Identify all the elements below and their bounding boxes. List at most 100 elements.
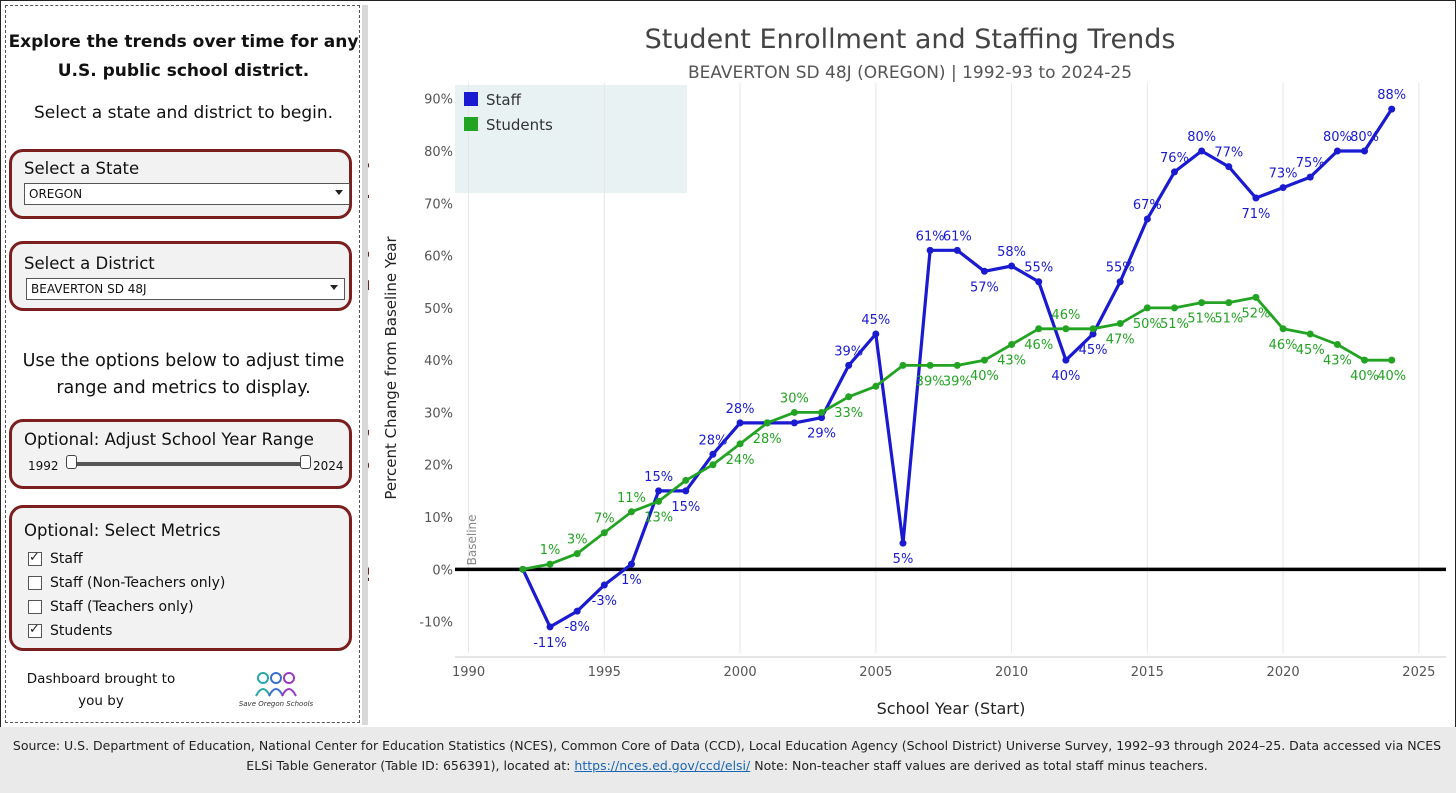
chevron-down-icon — [335, 190, 343, 195]
data-label-staff: -3% — [592, 594, 617, 609]
point-staff — [1306, 173, 1314, 181]
data-label-students: 11% — [617, 491, 646, 506]
point-staff — [872, 330, 880, 338]
data-label-students: 7% — [594, 512, 615, 527]
data-label-students: 24% — [726, 453, 755, 468]
point-students — [1143, 304, 1151, 312]
district-select[interactable]: BEAVERTON SD 48J — [26, 278, 345, 300]
legend-swatch-staff — [464, 92, 478, 106]
options-instruction: Use the options below to adjust time ran… — [22, 351, 345, 398]
point-students — [1388, 356, 1396, 364]
data-label-students: 28% — [753, 432, 782, 447]
y-tick-label: 30% — [424, 406, 453, 421]
data-label-staff: -8% — [565, 620, 590, 635]
point-staff — [1116, 278, 1124, 286]
point-staff — [953, 246, 961, 254]
svg-text:Save Oregon Schools: Save Oregon Schools — [239, 700, 314, 708]
point-students — [1333, 340, 1341, 348]
source-footer: Source: U.S. Department of Education, Na… — [0, 727, 1456, 793]
baseline-label: Baseline — [465, 514, 479, 565]
range-min-handle[interactable] — [66, 455, 77, 469]
data-label-staff: 45% — [1079, 343, 1108, 358]
data-label-staff: 88% — [1377, 88, 1406, 103]
point-staff — [546, 623, 554, 631]
y-axis-title: Percent Change from Baseline Year — [382, 236, 400, 500]
data-label-staff: 1% — [621, 573, 642, 588]
data-label-students: 40% — [1377, 369, 1406, 384]
point-students — [1252, 293, 1260, 301]
point-students — [1089, 325, 1097, 333]
x-axis-title: School Year (Start) — [877, 699, 1026, 718]
legend-label-students: Students — [486, 116, 553, 134]
point-staff — [1062, 356, 1070, 364]
point-staff — [655, 487, 663, 495]
point-staff — [1225, 163, 1233, 171]
x-tick-label: 1995 — [588, 665, 621, 680]
metrics-box: Optional: Select Metrics ✓ Staff Staff (N… — [9, 505, 352, 651]
data-label-staff: 15% — [644, 470, 673, 485]
point-students — [736, 440, 744, 448]
point-staff — [818, 414, 826, 422]
point-staff — [600, 581, 608, 589]
data-label-staff: 61% — [943, 229, 972, 244]
source-text: Source: U.S. Department of Education, Na… — [12, 738, 1442, 753]
data-label-students: 51% — [1160, 317, 1189, 332]
point-staff — [709, 450, 717, 458]
point-staff — [899, 539, 907, 547]
y-tick-label: 10% — [424, 511, 453, 526]
checkbox[interactable] — [28, 600, 42, 614]
point-students — [682, 476, 690, 484]
point-staff — [736, 419, 744, 427]
checkbox[interactable]: ✓ — [28, 550, 42, 566]
data-label-staff: 29% — [807, 427, 836, 442]
data-label-students: 51% — [1187, 312, 1216, 327]
point-students — [790, 408, 798, 416]
data-label-staff: 55% — [1024, 261, 1053, 276]
control-sidebar: Explore the trends over time for any U.S… — [5, 5, 360, 723]
x-tick-label: 2005 — [859, 665, 892, 680]
year-range-box: Optional: Adjust School Year Range 1992 … — [9, 419, 352, 489]
state-filter-box: Select a State OREGON — [9, 149, 352, 219]
data-label-staff: 80% — [1187, 130, 1216, 145]
point-students — [1279, 325, 1287, 333]
point-staff — [1143, 215, 1151, 223]
y-tick-label: 90% — [424, 93, 453, 108]
data-label-staff: 58% — [997, 245, 1026, 260]
data-label-students: 3% — [567, 533, 588, 548]
checkbox[interactable]: ✓ — [28, 622, 42, 638]
data-label-students: 39% — [943, 374, 972, 389]
data-label-students: 51% — [1214, 312, 1243, 327]
point-students — [872, 382, 880, 390]
data-label-staff: 28% — [698, 433, 727, 448]
point-staff — [1198, 147, 1206, 155]
district-filter-box: Select a District BEAVERTON SD 48J — [9, 241, 352, 311]
state-select[interactable]: OREGON — [24, 183, 350, 205]
range-max-handle[interactable] — [300, 455, 311, 469]
point-staff — [1170, 168, 1178, 176]
legend-background — [455, 85, 687, 193]
data-label-students: 43% — [997, 353, 1026, 368]
metric-staff-checkbox[interactable]: ✓ Staff — [28, 550, 83, 567]
data-label-staff: 75% — [1296, 156, 1325, 171]
metric-teachers-checkbox[interactable]: Staff (Teachers only) — [28, 599, 194, 615]
data-label-students: 40% — [1350, 369, 1379, 384]
data-label-students: 46% — [1051, 308, 1080, 323]
year-range-title: Optional: Adjust School Year Range — [24, 430, 314, 449]
checkbox[interactable] — [28, 576, 42, 590]
year-range-slider[interactable] — [74, 462, 308, 466]
data-label-staff: 40% — [1051, 369, 1080, 384]
data-label-staff: 73% — [1269, 167, 1298, 182]
metric-students-checkbox[interactable]: ✓ Students — [28, 622, 113, 639]
point-staff — [980, 267, 988, 275]
intro-heading: Explore the trends over time for any U.S… — [8, 32, 359, 81]
point-students — [655, 497, 663, 505]
metric-nonteachers-checkbox[interactable]: Staff (Non-Teachers only) — [28, 575, 225, 591]
x-tick-label: 2000 — [724, 665, 757, 680]
data-label-students: 52% — [1241, 306, 1270, 321]
point-staff — [926, 246, 934, 254]
point-students — [600, 529, 608, 537]
point-staff — [1089, 330, 1097, 338]
elsi-link[interactable]: https://nces.ed.gov/ccd/elsi/ — [574, 758, 751, 773]
point-students — [926, 361, 934, 369]
point-students — [899, 361, 907, 369]
